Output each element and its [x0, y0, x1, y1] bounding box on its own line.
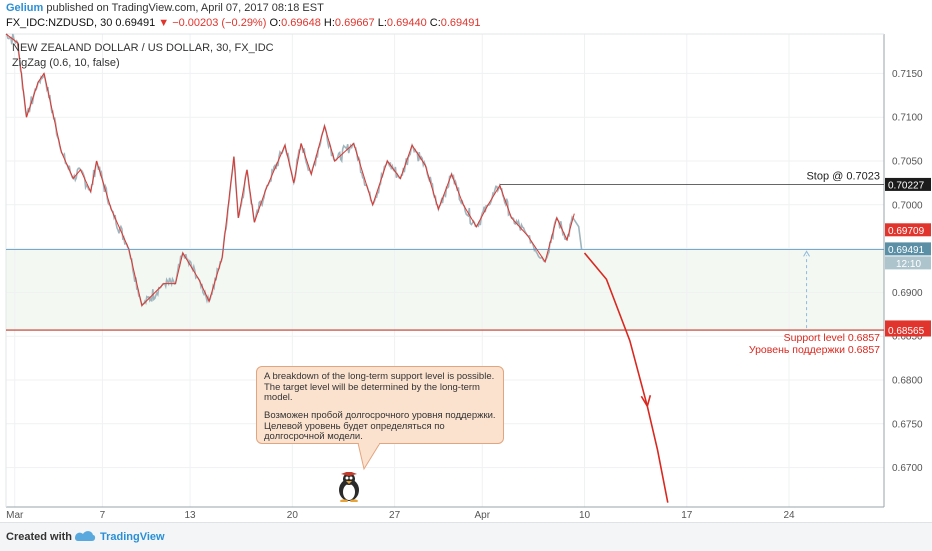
stop-price-tag: 0.70227 [888, 180, 925, 191]
callout-text-ru: Возможен пробой долгосрочного уровня под… [264, 409, 496, 443]
zigzag-series [5, 33, 575, 307]
last-price: 0.69491 [115, 17, 156, 29]
y-tick-label: 0.6850 [892, 332, 923, 343]
x-tick-label: 20 [287, 510, 299, 521]
indicator-label: ZigZag (0.6, 10, false) [12, 57, 120, 69]
target-marker-arrowhead [803, 250, 811, 257]
red-price-tag-bg [885, 223, 931, 237]
time-left-tag: 12:10 [896, 259, 921, 270]
x-tick-label: 17 [681, 510, 693, 521]
penguin-icon [339, 472, 359, 502]
created-with-text: Created with [6, 531, 73, 543]
current-price-tag: 0.69491 [888, 245, 925, 256]
support-label-ru: Уровень поддержки 0.6857 [749, 344, 880, 356]
author-name[interactable]: Gelium [6, 2, 44, 14]
chart-header: Gelium published on TradingView.com, Apr… [0, 0, 932, 34]
x-tick-label: 10 [579, 510, 591, 521]
forecast-arrow [583, 252, 669, 503]
y-tick-label: 0.7100 [892, 113, 923, 124]
forecast-arrowhead [640, 395, 652, 409]
price-chart[interactable]: 0.71500.71000.70500.70000.69500.69000.68… [0, 0, 932, 522]
x-tick-label: Apr [474, 510, 490, 521]
y-tick-label: 0.7000 [892, 200, 923, 211]
time-left-tag-bg [885, 256, 931, 270]
symbol-text: FX_IDC:NZDUSD, 30 [6, 17, 113, 29]
x-tick-label: 27 [389, 510, 401, 521]
callout-text-en: A breakdown of the long-term support lev… [264, 371, 495, 404]
support-label-en: Support level 0.6857 [784, 332, 880, 344]
high-label: H: [323, 17, 335, 29]
red-price-tag: 0.69709 [888, 226, 925, 237]
y-tick-label: 0.6700 [892, 463, 923, 474]
tradingview-logo-icon[interactable] [74, 529, 96, 543]
published-text: published on TradingView.com, April 07, … [46, 2, 324, 14]
y-tick-label: 0.6750 [892, 419, 923, 430]
x-tick-label: Mar [6, 510, 24, 521]
price-change: ▼ −0.00203 (−0.29%) [158, 17, 267, 29]
open-label: O: [269, 17, 282, 29]
close-label: C: [429, 17, 441, 29]
low-label: L: [377, 17, 387, 29]
high-value: 0.69667 [334, 17, 375, 29]
ohlc-line: FX_IDC:NZDUSD, 30 0.69491 ▼ −0.00203 (−0… [6, 17, 481, 29]
tradingview-brand[interactable]: TradingView [100, 531, 165, 543]
low-value: 0.69440 [386, 17, 427, 29]
chart-title: NEW ZEALAND DOLLAR / US DOLLAR, 30, FX_I… [12, 42, 274, 54]
x-tick-label: 24 [783, 510, 795, 521]
stop-price-tag-bg [885, 177, 931, 191]
publication-line: Gelium published on TradingView.com, Apr… [6, 2, 324, 14]
y-tick-label: 0.6900 [892, 288, 923, 299]
stop-label: Stop @ 0.7023 [806, 171, 880, 183]
callout-tail [357, 443, 381, 471]
footer-bar: Created with TradingView [0, 522, 932, 551]
open-value: 0.69648 [281, 17, 321, 29]
x-tick-label: 13 [185, 510, 197, 521]
y-tick-label: 0.6800 [892, 375, 923, 386]
support-price-tag-b-bg [885, 323, 931, 337]
current-price-tag-bg [885, 242, 931, 256]
y-tick-label: 0.7050 [892, 157, 923, 168]
annotation-callout[interactable]: A breakdown of the long-term support lev… [256, 366, 504, 444]
x-tick-label: 7 [100, 510, 106, 521]
support-price-tag-b: 0.68565 [888, 326, 925, 337]
close-value: 0.69491 [440, 17, 481, 29]
y-tick-label: 0.7150 [892, 69, 923, 80]
